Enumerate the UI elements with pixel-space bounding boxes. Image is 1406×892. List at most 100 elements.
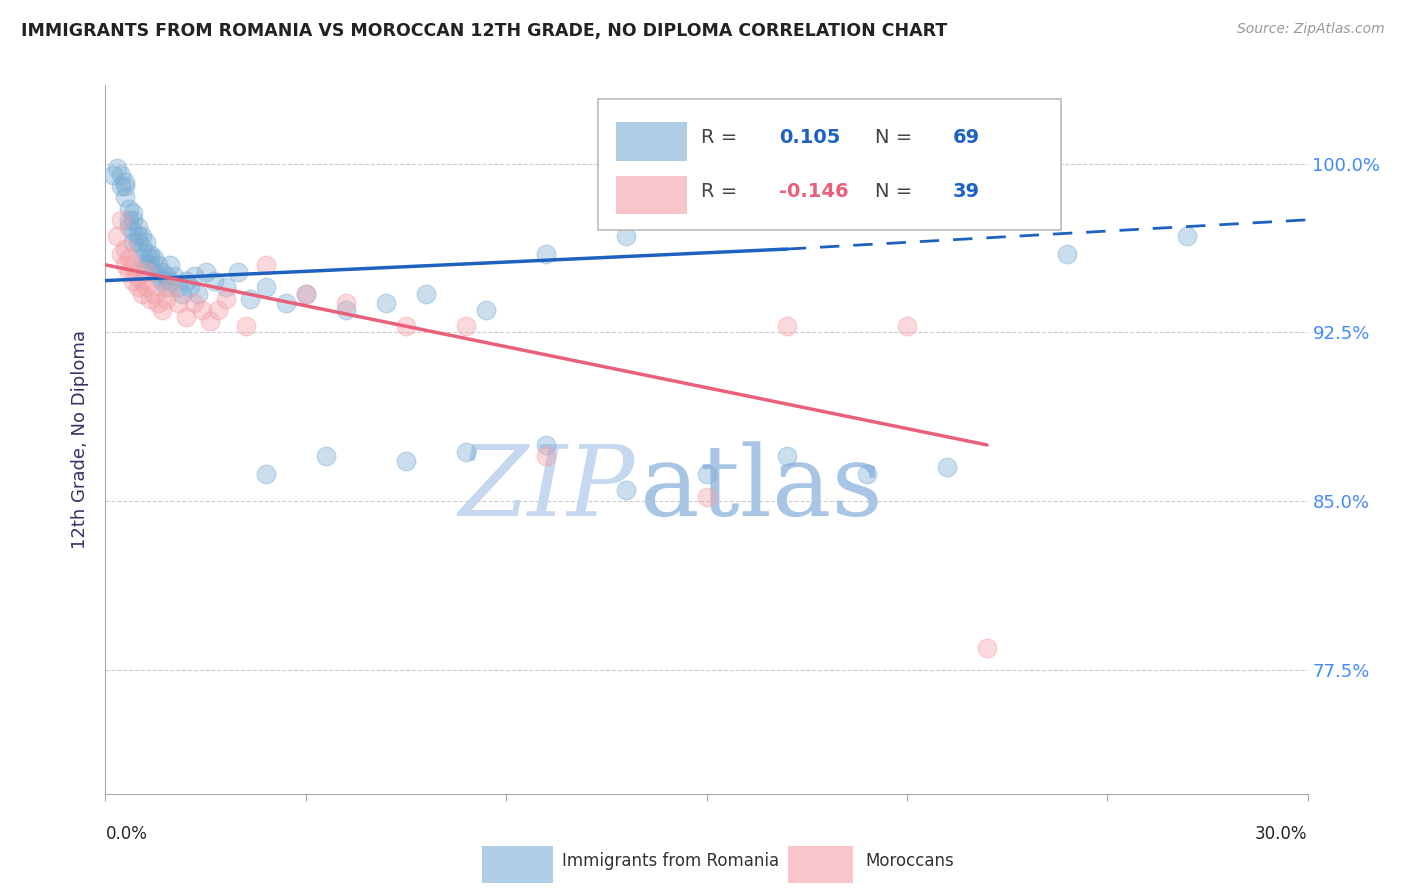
FancyBboxPatch shape	[789, 846, 853, 882]
Point	[166, 296, 188, 310]
Point	[122, 274, 145, 288]
Point	[174, 310, 197, 324]
Point	[534, 438, 557, 452]
Point	[122, 258, 145, 272]
Point	[198, 314, 221, 328]
Y-axis label: 12th Grade, No Diploma: 12th Grade, No Diploma	[72, 330, 90, 549]
Point	[138, 292, 160, 306]
Point	[131, 274, 153, 288]
Point	[122, 212, 145, 227]
Text: R =: R =	[700, 182, 742, 201]
Text: N =: N =	[875, 182, 918, 201]
Point	[395, 318, 418, 333]
Point	[190, 302, 212, 317]
Point	[454, 318, 477, 333]
Point	[454, 444, 477, 458]
Point	[696, 490, 718, 504]
Point	[110, 212, 132, 227]
Point	[142, 287, 165, 301]
Point	[159, 274, 181, 288]
Point	[776, 449, 799, 463]
Point	[1056, 246, 1078, 260]
Point	[110, 168, 132, 182]
FancyBboxPatch shape	[482, 846, 553, 882]
Point	[138, 258, 160, 272]
Point	[110, 179, 132, 194]
Point	[135, 235, 157, 250]
Point	[616, 228, 638, 243]
Point	[114, 258, 136, 272]
Point	[155, 269, 177, 284]
Point	[142, 251, 165, 265]
Point	[155, 280, 177, 294]
Point	[534, 246, 557, 260]
Text: 0.105: 0.105	[779, 128, 839, 147]
Point	[855, 467, 877, 482]
Point	[295, 287, 318, 301]
Point	[1177, 228, 1199, 243]
Point	[150, 302, 173, 317]
Text: 69: 69	[953, 128, 980, 147]
Point	[135, 258, 157, 272]
Point	[162, 269, 184, 284]
Point	[131, 240, 153, 254]
Point	[207, 302, 229, 317]
Point	[122, 235, 145, 250]
Point	[274, 296, 297, 310]
Point	[534, 449, 557, 463]
Point	[138, 251, 160, 265]
Text: atlas: atlas	[640, 441, 883, 537]
Text: Source: ZipAtlas.com: Source: ZipAtlas.com	[1237, 22, 1385, 37]
Point	[183, 296, 205, 310]
Point	[114, 179, 136, 194]
Text: IMMIGRANTS FROM ROMANIA VS MOROCCAN 12TH GRADE, NO DIPLOMA CORRELATION CHART: IMMIGRANTS FROM ROMANIA VS MOROCCAN 12TH…	[21, 22, 948, 40]
Point	[131, 287, 153, 301]
Point	[776, 318, 799, 333]
Point	[127, 228, 149, 243]
Point	[114, 190, 136, 204]
Point	[118, 219, 141, 234]
Point	[395, 453, 418, 467]
Point	[142, 264, 165, 278]
FancyBboxPatch shape	[599, 99, 1062, 230]
Point	[146, 258, 169, 272]
Point	[194, 264, 217, 278]
Text: N =: N =	[875, 128, 918, 147]
Point	[127, 219, 149, 234]
Text: ZIP: ZIP	[458, 442, 634, 537]
Point	[155, 292, 177, 306]
Point	[214, 292, 236, 306]
Point	[235, 318, 257, 333]
Text: -0.146: -0.146	[779, 182, 848, 201]
Point	[138, 246, 160, 260]
Point	[110, 246, 132, 260]
Point	[976, 640, 998, 655]
Text: R =: R =	[700, 128, 742, 147]
Point	[187, 287, 209, 301]
FancyBboxPatch shape	[616, 122, 688, 161]
Point	[135, 280, 157, 294]
Point	[226, 264, 249, 278]
Point	[150, 274, 173, 288]
Point	[146, 269, 169, 284]
Point	[174, 274, 197, 288]
Point	[114, 242, 136, 256]
Point	[127, 280, 149, 294]
Point	[896, 318, 918, 333]
Point	[475, 302, 498, 317]
Point	[118, 202, 141, 216]
Text: 39: 39	[953, 182, 980, 201]
Point	[127, 269, 149, 284]
Point	[315, 449, 337, 463]
Point	[159, 258, 181, 272]
Point	[183, 269, 205, 284]
Text: 30.0%: 30.0%	[1256, 825, 1308, 843]
Point	[179, 280, 201, 294]
Point	[107, 228, 129, 243]
Point	[254, 258, 277, 272]
Point	[166, 280, 188, 294]
Point	[335, 302, 357, 317]
Point	[159, 280, 181, 294]
Point	[118, 264, 141, 278]
Point	[127, 235, 149, 250]
